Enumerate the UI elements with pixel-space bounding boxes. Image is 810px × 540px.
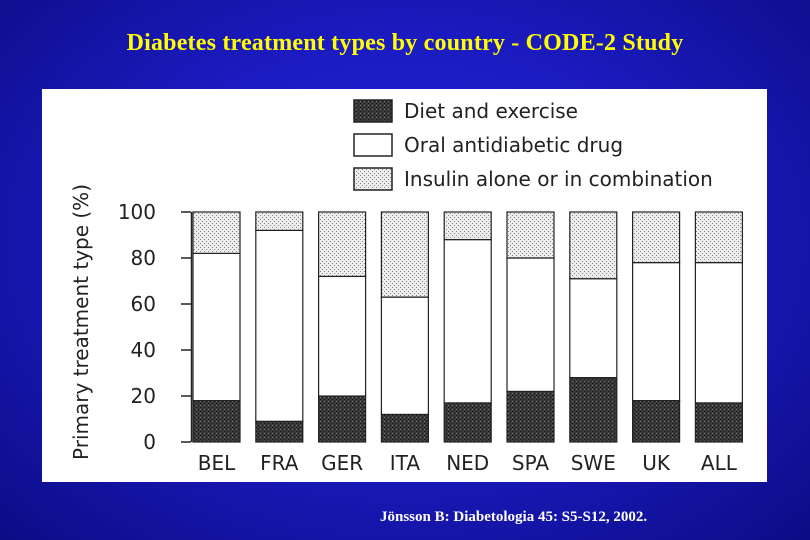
y-axis: 0 20 40 60 80 100 Primary treatment type (%) (69, 184, 193, 460)
bar-bel-oral (192, 252, 241, 402)
x-tick-label-ned: NED (446, 451, 489, 475)
bar-fra-insulin (255, 211, 304, 231)
x-tick-label-spa: SPA (512, 451, 549, 475)
x-tick-label-fra: FRA (260, 451, 299, 475)
bar-uk-insulin (631, 211, 681, 264)
bar-swe-diet (569, 377, 618, 443)
bar-ita-insulin (380, 211, 429, 298)
bar-ger-oral (318, 275, 367, 397)
bar-bel (192, 211, 241, 443)
slide-title: Diabetes treatment types by country - CO… (126, 30, 684, 56)
x-tick-label-all: ALL (701, 451, 738, 475)
legend-swatch-oral (353, 133, 393, 157)
bar-ger (318, 211, 367, 443)
bar-fra-diet (255, 420, 304, 443)
x-tick-label-ita: ITA (390, 451, 421, 475)
x-tick-label-ger: GER (321, 451, 363, 475)
legend-swatch-diet (353, 99, 393, 123)
x-tick-label-uk: UK (642, 451, 671, 475)
bar-ita (380, 211, 429, 443)
y-tick-label-40: 40 (131, 338, 156, 362)
citation: Jönsson B: Diabetologia 45: S5-S12, 2002… (380, 509, 648, 525)
legend-swatch-insulin (353, 167, 393, 191)
bar-spa-insulin (506, 211, 555, 259)
bar-swe-insulin (569, 211, 618, 280)
y-tick-label-100: 100 (118, 200, 156, 224)
chart-panel: Diet and exercise Oral antidiabetic drug I… (42, 89, 767, 482)
bar-all-diet (694, 402, 744, 443)
y-tick-label-20: 20 (131, 384, 156, 408)
bar-bel-insulin (192, 211, 241, 255)
stacked-bar-chart: Diet and exercise Oral antidiabetic drug I… (69, 99, 744, 475)
bar-ned (443, 211, 492, 443)
legend-label-diet: Diet and exercise (404, 99, 578, 123)
bar-all-oral (694, 262, 744, 404)
bar-ned-diet (443, 402, 492, 443)
x-tick-label-bel: BEL (198, 451, 236, 475)
bar-ita-oral (380, 296, 429, 416)
bar-fra-oral (255, 229, 304, 422)
bar-fra (255, 211, 304, 443)
bar-spa-oral (506, 257, 555, 392)
y-axis-label: Primary treatment type (%) (69, 184, 93, 460)
bar-ned-insulin (443, 211, 492, 241)
bar-uk-oral (631, 262, 681, 402)
bar-uk (631, 211, 681, 443)
bar-swe-oral (569, 278, 618, 379)
bar-uk-diet (631, 400, 681, 443)
bar-all-insulin (694, 211, 744, 264)
bars (192, 211, 744, 443)
legend-label-insulin: Insulin alone or in combination (404, 167, 713, 191)
bar-bel-diet (192, 400, 241, 443)
bar-ned-oral (443, 239, 492, 404)
bar-spa (506, 211, 555, 443)
bar-all (694, 211, 744, 443)
x-axis-labels: BEL FRA GER ITA NED SPA SWE UK ALL (198, 451, 738, 475)
legend-label-oral: Oral antidiabetic drug (404, 133, 623, 157)
bar-ita-diet (380, 413, 429, 443)
y-tick-label-80: 80 (131, 246, 156, 270)
legend: Diet and exercise Oral antidiabetic drug I… (353, 99, 713, 191)
bar-ger-insulin (318, 211, 367, 278)
x-tick-label-swe: SWE (571, 451, 616, 475)
bar-ger-diet (318, 395, 367, 443)
bar-spa-diet (506, 390, 555, 443)
bar-swe (569, 211, 618, 443)
y-tick-label-0: 0 (143, 430, 156, 454)
y-tick-label-60: 60 (131, 292, 156, 316)
